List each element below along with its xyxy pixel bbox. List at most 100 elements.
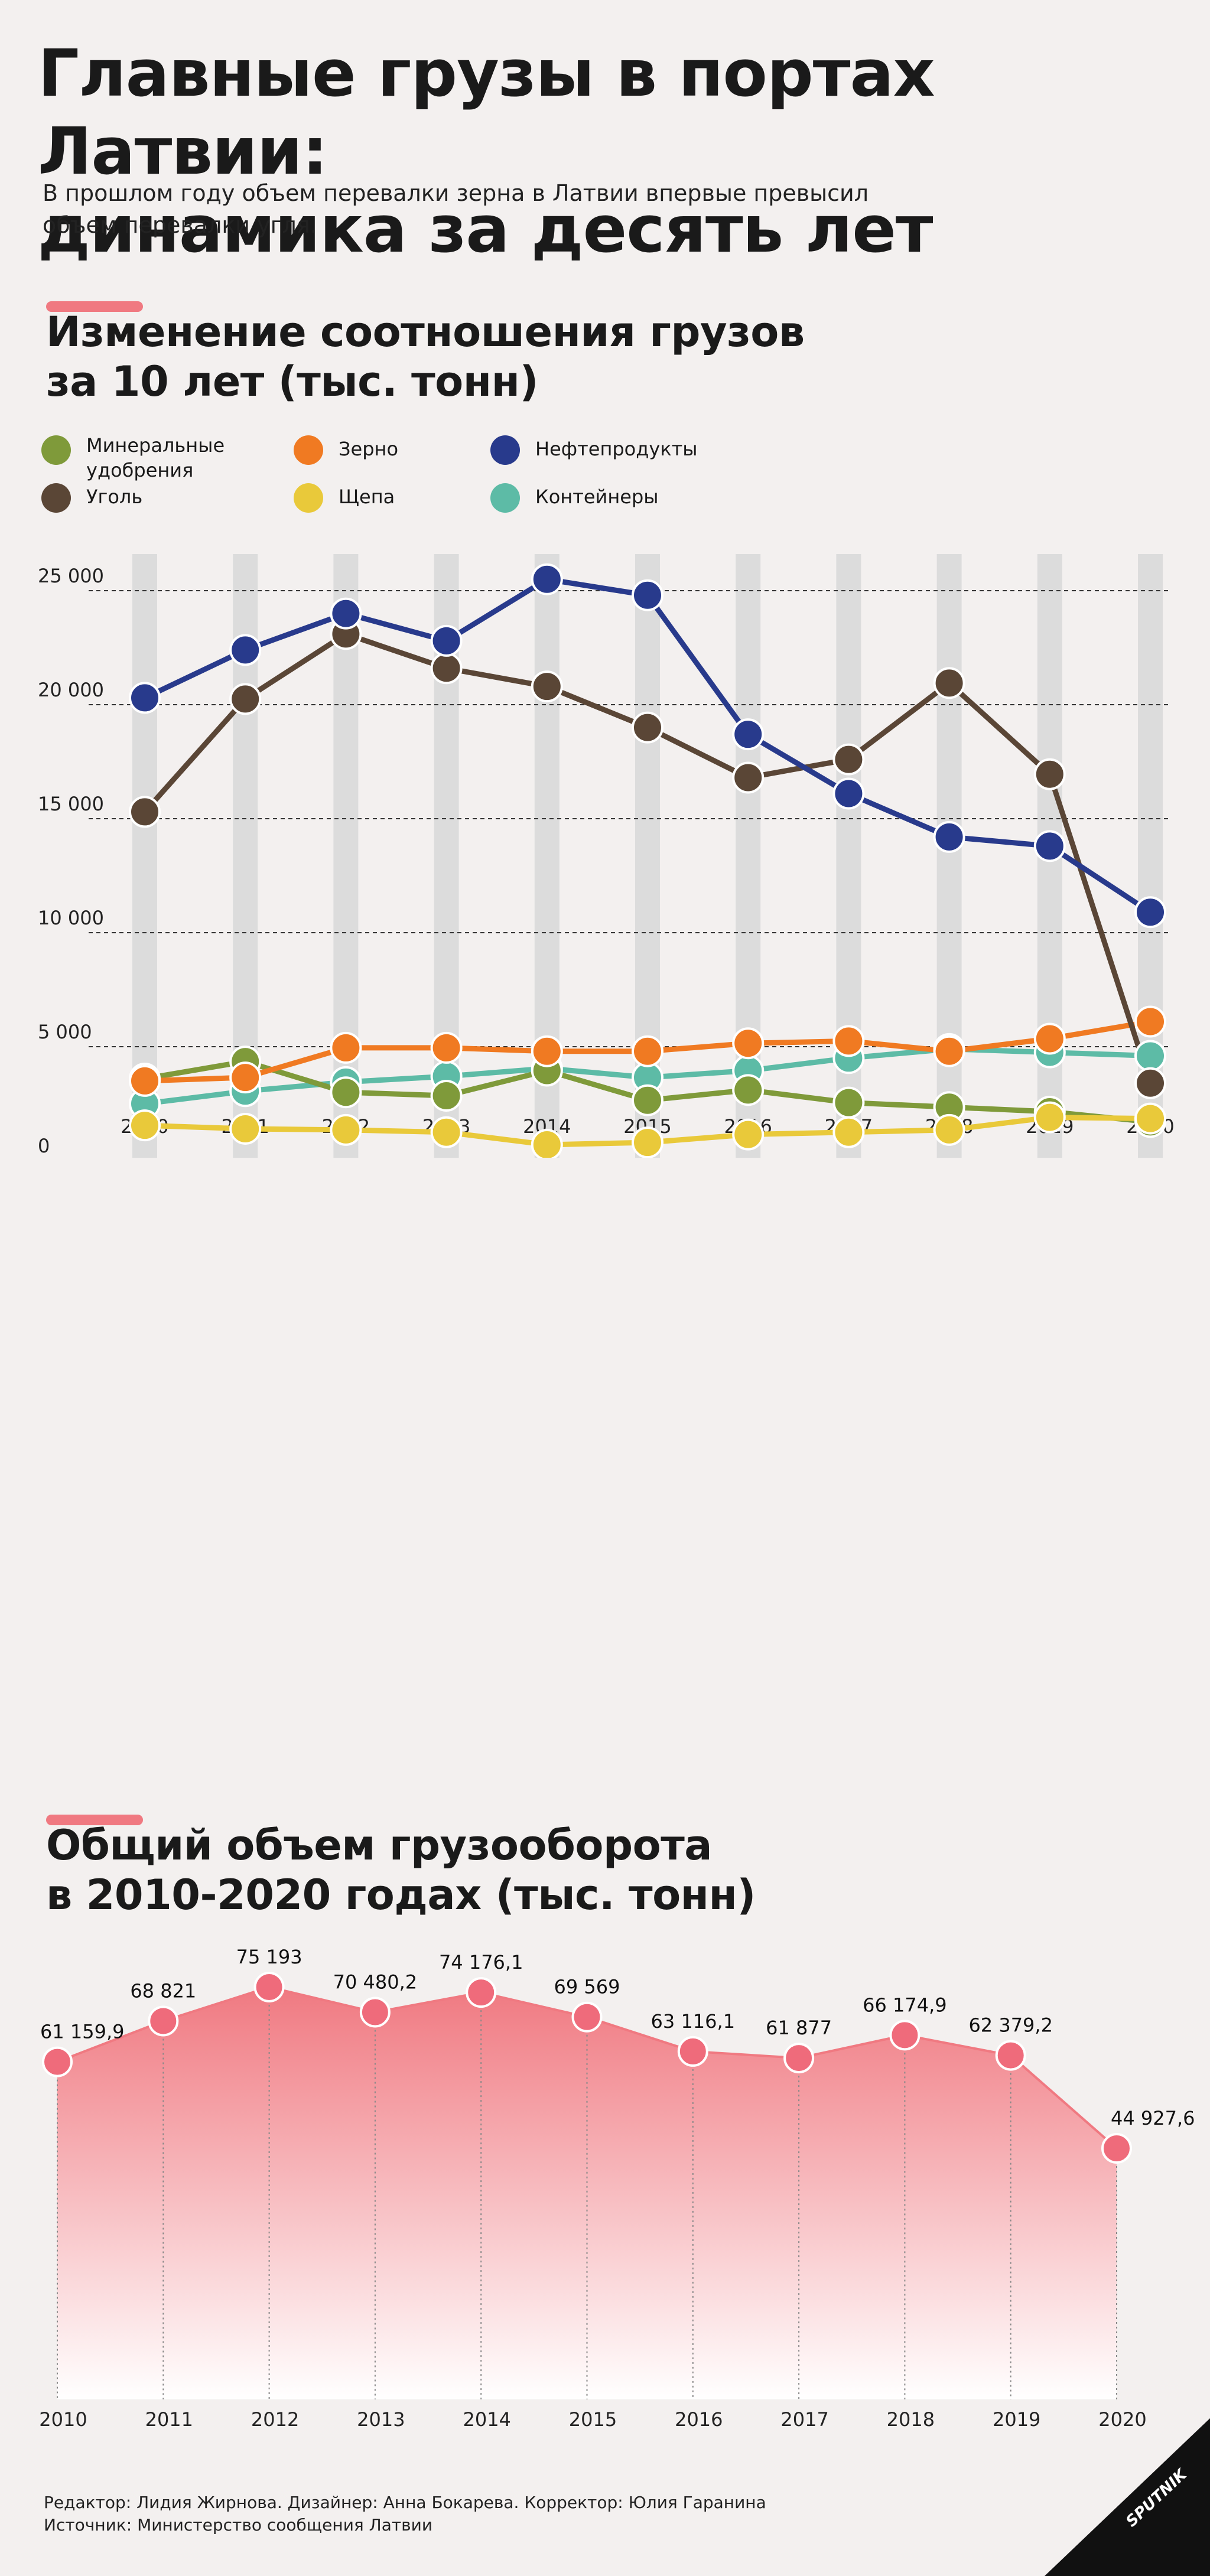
data-point	[531, 670, 563, 703]
data-point	[933, 667, 965, 699]
section2-title-line-2: в 2010-2020 годах (тыс. тонн)	[46, 1871, 756, 1919]
legend-label-line-2: удобрения	[86, 459, 194, 481]
data-point	[430, 1079, 463, 1112]
data-point	[632, 1084, 663, 1116]
data-point	[330, 1113, 362, 1146]
data-point	[229, 634, 262, 666]
x-tick-label: 2018	[887, 2408, 935, 2428]
data-label: 75 193	[236, 1946, 302, 1968]
subtitle-line-1: В прошлом году объем перевалки зерна в Л…	[43, 180, 869, 206]
x-tick-label: 2011	[145, 2408, 193, 2428]
sputnik-logo: SPUTNIK	[1045, 2418, 1210, 2576]
data-point	[430, 652, 463, 685]
data-point	[889, 2020, 920, 2051]
y-tick-label: 10 000	[38, 907, 104, 929]
legend-marker	[294, 435, 323, 465]
data-point	[148, 2005, 179, 2037]
title-line-2: динамика за десять лет	[38, 191, 933, 267]
subtitle-line-2: объем перевалки угля.	[43, 212, 317, 238]
data-point	[732, 718, 765, 751]
data-label: 74 176,1	[439, 1951, 523, 1973]
data-label: 63 116,1	[651, 2010, 736, 2033]
turnover-area-chart: 61 159,968 821 75 193 70 480,2 74 176,1 69 5…	[39, 1946, 1195, 2428]
data-point	[531, 563, 563, 595]
y-tick-label: 20 000	[38, 679, 104, 701]
data-label: 44 927,6	[1111, 2107, 1195, 2129]
x-tick-label: 2010	[39, 2408, 87, 2428]
section1-accent-bar	[46, 301, 143, 312]
legend-label: Щепа	[339, 486, 395, 508]
data-point	[732, 1074, 765, 1106]
x-tick-label: 2013	[357, 2408, 405, 2428]
section1-title: Изменение соотношения грузов за 10 лет (…	[46, 307, 932, 406]
data-point	[732, 1118, 765, 1151]
data-point	[632, 711, 663, 744]
data-label: 68 821	[130, 1979, 196, 2002]
section2-title: Общий объем грузооборота в 2010-2020 год…	[46, 1821, 932, 1920]
legend-marker	[490, 435, 520, 465]
x-tick-label: 2015	[569, 2408, 617, 2428]
legend-marker	[41, 483, 71, 513]
y-tick-label: 25 000	[38, 565, 104, 587]
data-point	[1134, 1102, 1166, 1135]
data-point	[1033, 758, 1066, 790]
legend-marker	[41, 435, 71, 465]
data-point	[832, 1086, 865, 1119]
data-point	[1033, 1101, 1066, 1134]
x-tick-label: 2014	[463, 2408, 510, 2428]
data-point	[571, 2001, 603, 2033]
page-subtitle: В прошлом году объем перевалки зерна в Л…	[43, 177, 929, 241]
data-point	[1033, 1022, 1066, 1055]
legend-label: Минеральные удобрения	[86, 433, 264, 483]
section1-title-line-2: за 10 лет (тыс. тонн)	[46, 357, 538, 406]
data-point	[531, 1128, 563, 1158]
data-point	[1134, 1067, 1166, 1099]
data-point	[330, 1031, 362, 1064]
data-point	[430, 1116, 463, 1148]
data-label: 70 480,2	[333, 1971, 418, 1994]
credits-line-2: Источник: Министерство сообщения Латвии	[44, 2515, 433, 2535]
y-tick-label: 15 000	[38, 793, 104, 815]
data-point	[1101, 2133, 1132, 2164]
section2-accent-bar	[46, 1815, 143, 1825]
data-point	[531, 1035, 563, 1067]
data-label: 62 379,2	[968, 2014, 1053, 2037]
title-line-1: Главные грузы в портах Латвии:	[38, 35, 935, 189]
data-point	[129, 796, 161, 828]
data-point	[430, 1031, 463, 1064]
data-point	[933, 1113, 965, 1146]
data-point	[995, 2040, 1026, 2071]
x-tick-label: 2019	[993, 2408, 1040, 2428]
data-point	[129, 682, 161, 714]
x-tick-label: 2017	[780, 2408, 828, 2428]
data-point	[732, 1027, 765, 1060]
data-point	[677, 2036, 708, 2067]
area-fill	[57, 1987, 1117, 2399]
data-point	[632, 1035, 663, 1067]
data-point	[330, 1076, 362, 1109]
data-point	[1134, 896, 1166, 929]
x-tick-label: 2012	[251, 2408, 299, 2428]
credits: Редактор: Лидия Жирнова. Дизайнер: Анна …	[44, 2492, 766, 2536]
data-point	[1134, 1005, 1166, 1038]
legend-label: Уголь	[86, 486, 143, 508]
legend-marker	[490, 483, 520, 513]
legend-label-line-1: Минеральные	[86, 434, 225, 457]
data-point	[1033, 830, 1066, 862]
legend-label: Зерно	[339, 438, 399, 460]
data-point	[933, 820, 965, 853]
x-tick-label: 2020	[1098, 2408, 1146, 2428]
data-point	[832, 743, 865, 776]
legend-label: Контейнеры	[535, 486, 659, 508]
data-point	[632, 1126, 663, 1158]
data-point	[933, 1035, 965, 1067]
data-label: 66 174,9	[863, 1994, 947, 2016]
data-point	[832, 777, 865, 810]
y-tick-label: 0	[38, 1135, 50, 1157]
data-point	[466, 1977, 497, 2008]
data-point	[1134, 1040, 1166, 1072]
data-point	[229, 683, 262, 715]
data-point	[229, 1061, 262, 1094]
legend-label: Нефтепродукты	[535, 438, 698, 460]
data-point	[42, 2046, 73, 2077]
